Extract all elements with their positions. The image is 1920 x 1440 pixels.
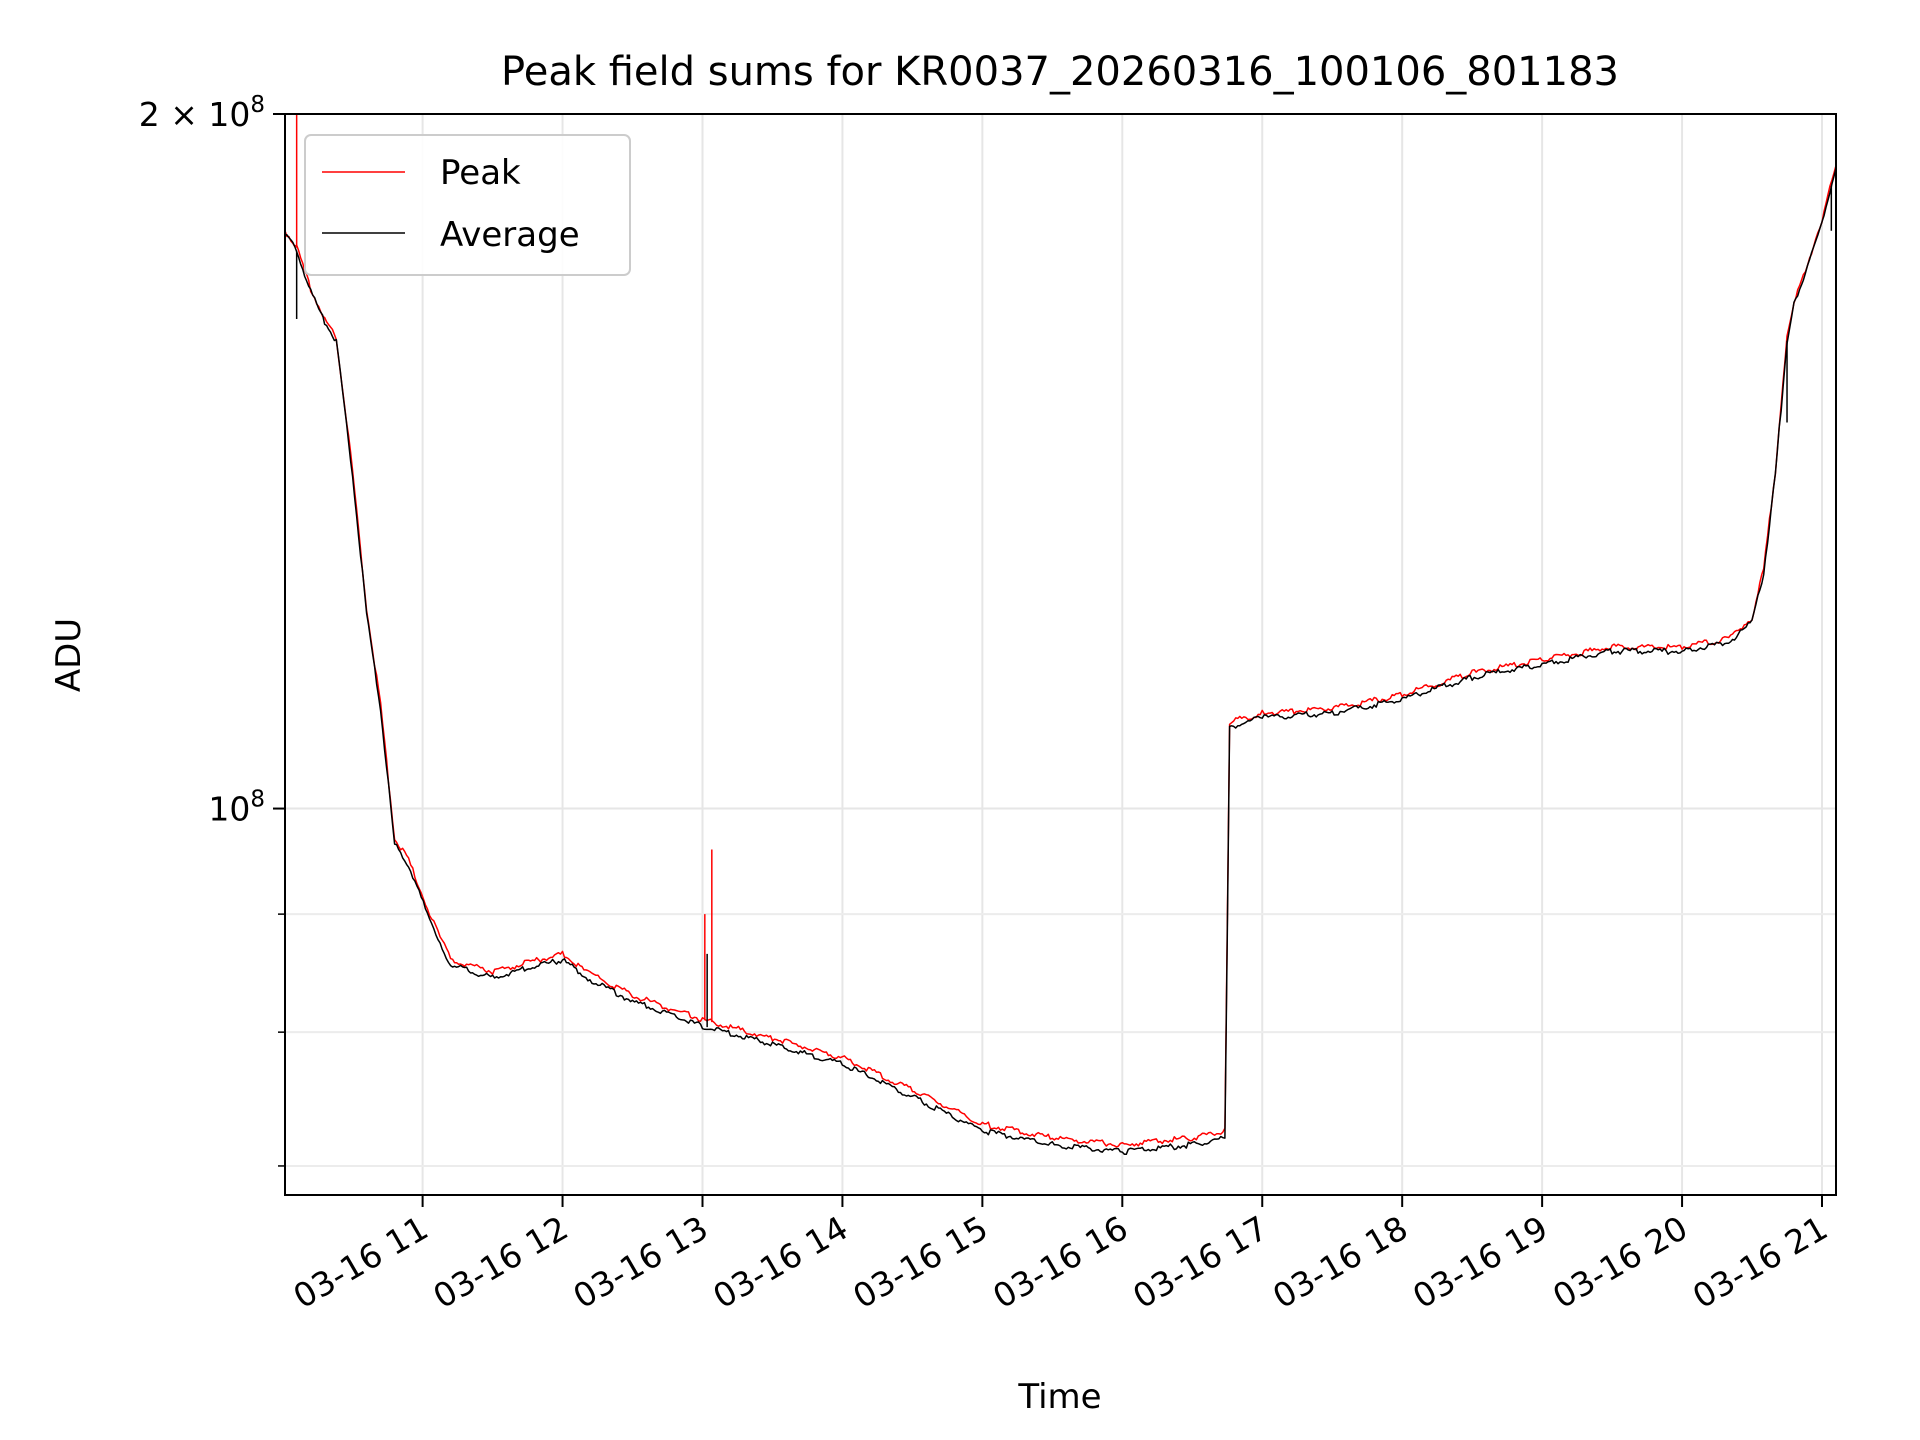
- series-line-peak: [284, 165, 1837, 1148]
- series-line-average: [284, 167, 1837, 1156]
- x-tick-label: 03-16 15: [846, 1208, 994, 1316]
- y-axis-label: ADU: [49, 618, 89, 692]
- legend-box: [304, 134, 631, 276]
- x-tick-label: 03-16 14: [706, 1208, 854, 1316]
- x-tick-label: 03-16 17: [1126, 1208, 1274, 1316]
- plot-frame: [284, 113, 1837, 1196]
- x-tick-label: 03-16 20: [1546, 1208, 1694, 1316]
- grid: [285, 113, 1836, 1195]
- x-tick-label: 03-16 16: [986, 1208, 1134, 1316]
- x-axis-label: Time: [1017, 1377, 1101, 1417]
- legend-peak-label: Peak: [440, 153, 521, 193]
- x-tick-label: 03-16 19: [1406, 1208, 1554, 1316]
- x-tick-label: 03-16 18: [1266, 1208, 1414, 1316]
- y-axis: 108 2 × 108: [139, 92, 285, 1167]
- series-layer: [284, 114, 1837, 1156]
- y-tick-label: 2 × 108: [139, 92, 265, 134]
- x-tick-label: 03-16 12: [427, 1208, 575, 1316]
- x-tick-label: 03-16 11: [287, 1208, 435, 1316]
- y-tick-label: 108: [208, 787, 265, 829]
- legend-average-label: Average: [440, 215, 580, 255]
- legend: Peak Average: [304, 134, 631, 276]
- chart-title: Peak field sums for KR0037_20260316_1001…: [501, 49, 1619, 95]
- x-tick-label: 03-16 21: [1686, 1208, 1834, 1316]
- x-tick-label: 03-16 13: [566, 1208, 714, 1316]
